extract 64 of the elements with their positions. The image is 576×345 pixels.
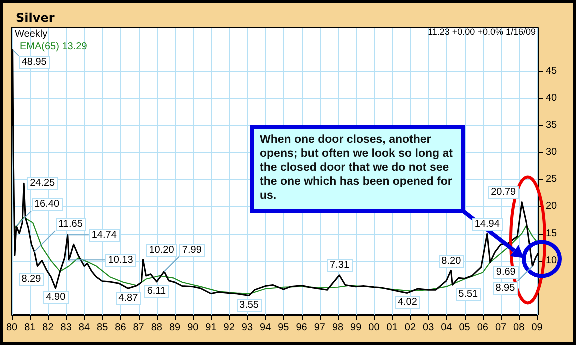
annotation: Weekly <box>15 29 48 40</box>
annotation: 4.90 <box>43 291 69 304</box>
y-tick-label: 35 <box>546 120 558 131</box>
annotation: 4.02 <box>394 296 420 310</box>
x-tick-label: 92 <box>224 322 236 334</box>
annotation: 7.31 <box>327 259 353 272</box>
annotation: 6.11 <box>144 284 170 298</box>
x-tick-label: 05 <box>459 322 471 334</box>
x-tick-label: 07 <box>495 322 508 334</box>
x-tick-label: 03 <box>423 322 435 334</box>
annotation: 14.94 <box>472 218 503 232</box>
annotation: 14.74 <box>88 228 120 242</box>
annotation: 4.87 <box>116 292 142 305</box>
x-tick-label: 85 <box>97 322 109 334</box>
annotation: 7.99 <box>179 244 205 257</box>
x-tick-label: 81 <box>24 322 36 334</box>
x-tick-label: 95 <box>278 322 290 334</box>
x-tick-label: 83 <box>60 322 72 334</box>
x-tick-label: 94 <box>260 322 272 334</box>
x-tick-label: 02 <box>404 322 416 334</box>
annotation: 10.20 <box>146 244 178 257</box>
x-tick-label: 82 <box>42 322 54 334</box>
legend-label: EMA(65) 13.29 <box>20 42 88 52</box>
annotation: 11.23 +0.00 +0.0% 1/16/09 <box>428 27 536 37</box>
x-tick-label: 04 <box>441 322 453 334</box>
annotation: 9.69 <box>493 266 519 279</box>
x-tick-label: 08 <box>514 322 526 334</box>
annotation: 5.51 <box>456 288 482 302</box>
x-tick-label: 99 <box>350 322 362 334</box>
annotation: 24.25 <box>27 177 58 190</box>
x-tick-label: 80 <box>6 322 18 334</box>
annotation: 3.55 <box>236 298 262 312</box>
x-tick-label: 84 <box>78 322 90 334</box>
y-tick-label: 25 <box>546 174 558 186</box>
y-tick-label: 20 <box>546 201 558 212</box>
x-tick-label: 09 <box>532 322 544 334</box>
x-tick-label: 88 <box>151 322 163 334</box>
x-tick-label: 89 <box>169 322 182 334</box>
annotation: 16.40 <box>32 198 63 212</box>
annotation: 11.65 <box>56 218 86 231</box>
annotation: 8.95 <box>492 282 518 295</box>
x-tick-label: 00 <box>368 322 380 334</box>
annotation: 8.20 <box>438 254 464 268</box>
y-tick-label: 15 <box>546 228 558 240</box>
y-tick-label: 40 <box>546 92 558 104</box>
annotation: 10.13 <box>105 254 136 267</box>
y-tick-label: 45 <box>546 66 558 77</box>
annotation: 48.95 <box>18 56 50 69</box>
x-tick-label: 01 <box>386 322 398 334</box>
x-tick-label: 97 <box>314 322 326 334</box>
y-tick-label: 10 <box>546 255 558 266</box>
annotation: 8.29 <box>18 273 44 286</box>
chart-title: Silver <box>16 11 55 25</box>
annotation: 20.79 <box>488 186 520 200</box>
x-tick-label: 93 <box>242 322 254 334</box>
x-tick-label: 86 <box>115 322 127 334</box>
x-tick-label: 91 <box>206 322 218 334</box>
x-tick-label: 06 <box>477 322 489 334</box>
x-tick-label: 96 <box>296 322 308 334</box>
x-tick-label: 90 <box>188 322 200 334</box>
annotation: When one door closes, another opens; but often we look so long at the closed door that we do not see the one which has been opened for us. <box>250 125 465 213</box>
y-tick-label: 30 <box>546 147 558 158</box>
x-tick-label: 98 <box>332 322 344 334</box>
x-tick-label: 87 <box>133 322 145 334</box>
